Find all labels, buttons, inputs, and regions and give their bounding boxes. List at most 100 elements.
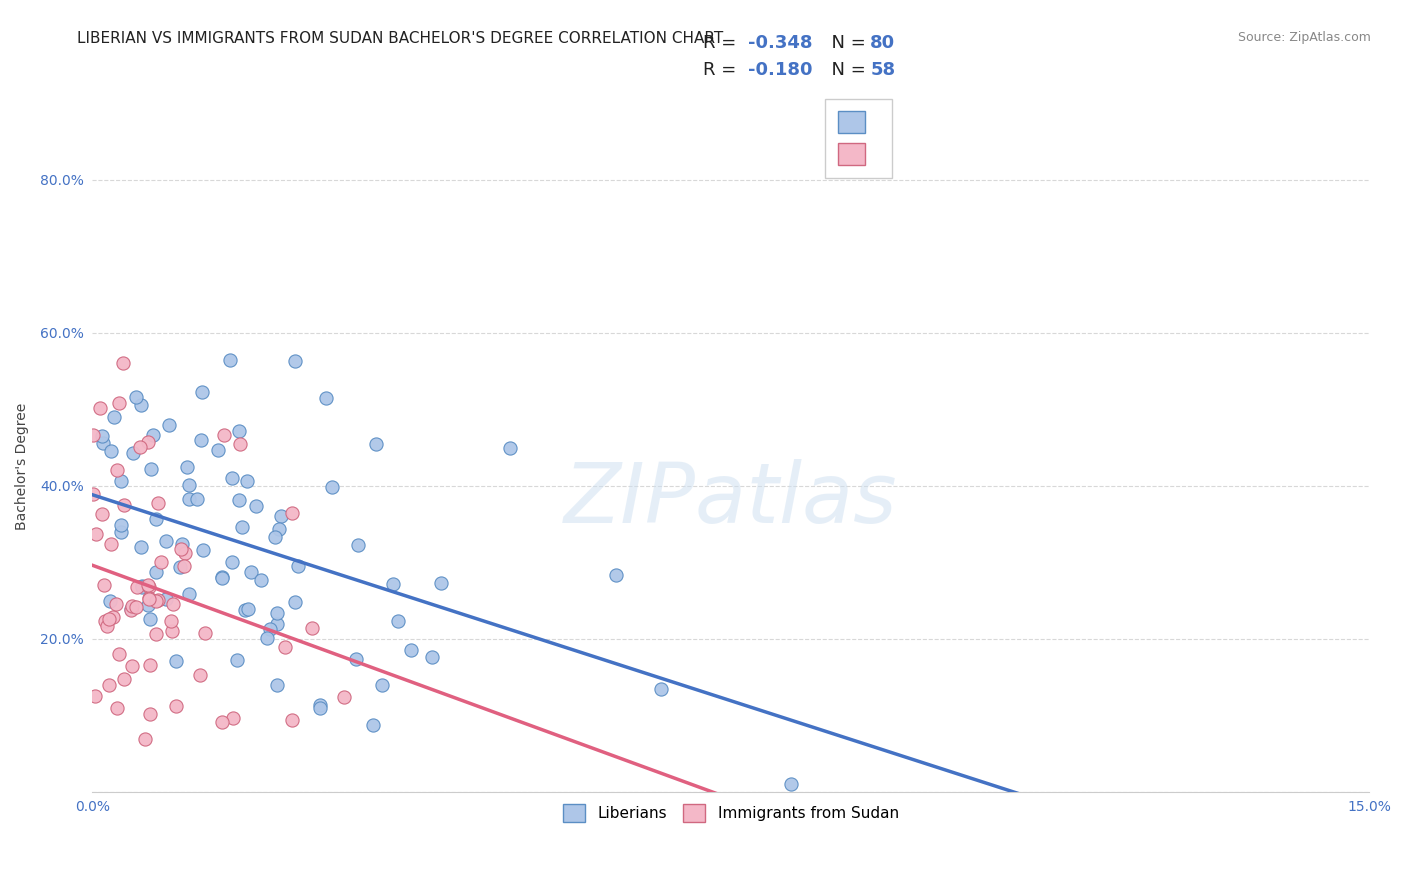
Point <box>146 496 169 510</box>
Point <box>138 657 160 672</box>
Point <box>301 621 323 635</box>
Point <box>103 409 125 424</box>
Point <box>170 541 193 556</box>
Point <box>194 625 217 640</box>
Point <box>499 441 522 455</box>
Point <box>172 536 194 550</box>
Point <box>93 578 115 592</box>
Point <box>284 595 307 609</box>
Point <box>145 594 167 608</box>
Point <box>605 568 627 582</box>
Point <box>96 618 118 632</box>
Point <box>82 428 104 442</box>
Point <box>399 643 422 657</box>
Text: N =: N = <box>820 34 872 52</box>
Point <box>141 462 163 476</box>
Point <box>100 594 122 608</box>
Point <box>207 442 229 457</box>
Point <box>138 591 160 605</box>
Point <box>650 681 672 696</box>
Point <box>121 446 143 460</box>
Point <box>112 672 135 686</box>
Point <box>112 498 135 512</box>
Point <box>229 437 252 451</box>
Text: R =: R = <box>703 34 742 52</box>
Point <box>128 440 150 454</box>
Text: 58: 58 <box>870 61 896 78</box>
Point <box>177 587 200 601</box>
Point <box>145 512 167 526</box>
Point <box>361 717 384 731</box>
Point <box>165 698 187 713</box>
Point <box>173 546 195 560</box>
Point <box>221 555 243 569</box>
Point <box>139 706 162 721</box>
Point <box>110 525 132 540</box>
Point <box>190 433 212 447</box>
Point <box>226 653 249 667</box>
Point <box>179 491 201 506</box>
Point <box>346 537 368 551</box>
Point <box>364 437 387 451</box>
Point <box>160 624 183 639</box>
Point <box>98 612 121 626</box>
Point <box>131 540 153 554</box>
Point <box>90 428 112 442</box>
Point <box>284 353 307 368</box>
Point <box>136 598 159 612</box>
Point <box>82 487 104 501</box>
Point <box>125 390 148 404</box>
Point <box>287 559 309 574</box>
Legend: Liberians, Immigrants from Sudan: Liberians, Immigrants from Sudan <box>555 796 907 830</box>
Point <box>105 463 128 477</box>
Text: LIBERIAN VS IMMIGRANTS FROM SUDAN BACHELOR'S DEGREE CORRELATION CHART: LIBERIAN VS IMMIGRANTS FROM SUDAN BACHEL… <box>77 31 724 46</box>
Point <box>100 537 122 551</box>
Point <box>169 559 191 574</box>
Point <box>191 542 214 557</box>
Point <box>266 606 288 620</box>
Point <box>160 614 183 628</box>
Point <box>233 603 256 617</box>
Point <box>387 615 409 629</box>
Point <box>240 565 263 579</box>
Point <box>83 689 105 703</box>
Point <box>269 522 291 536</box>
Point <box>173 558 195 573</box>
Point <box>266 678 288 692</box>
Point <box>136 578 159 592</box>
Point <box>108 396 131 410</box>
Point <box>176 459 198 474</box>
Point <box>346 651 368 665</box>
Point <box>212 428 235 442</box>
Text: N =: N = <box>820 61 872 78</box>
Point <box>281 506 304 520</box>
Point <box>131 579 153 593</box>
Point <box>780 777 803 791</box>
Point <box>222 711 245 725</box>
Point <box>155 533 177 548</box>
Point <box>90 508 112 522</box>
Text: -0.348: -0.348 <box>748 34 813 52</box>
Point <box>94 614 117 628</box>
Point <box>191 384 214 399</box>
Point <box>321 480 343 494</box>
Point <box>107 647 129 661</box>
Point <box>125 580 148 594</box>
Point <box>131 580 153 594</box>
Point <box>145 627 167 641</box>
Point <box>145 565 167 579</box>
Point <box>245 499 267 513</box>
Point <box>274 640 297 655</box>
Point <box>219 353 242 368</box>
Point <box>231 520 253 534</box>
Point <box>228 492 250 507</box>
Point <box>281 714 304 728</box>
Point <box>120 602 142 616</box>
Point <box>165 654 187 668</box>
Text: -0.180: -0.180 <box>748 61 813 78</box>
Point <box>155 591 177 606</box>
Point <box>136 435 159 450</box>
Point <box>139 612 162 626</box>
Point <box>211 570 233 584</box>
Point <box>89 401 111 415</box>
